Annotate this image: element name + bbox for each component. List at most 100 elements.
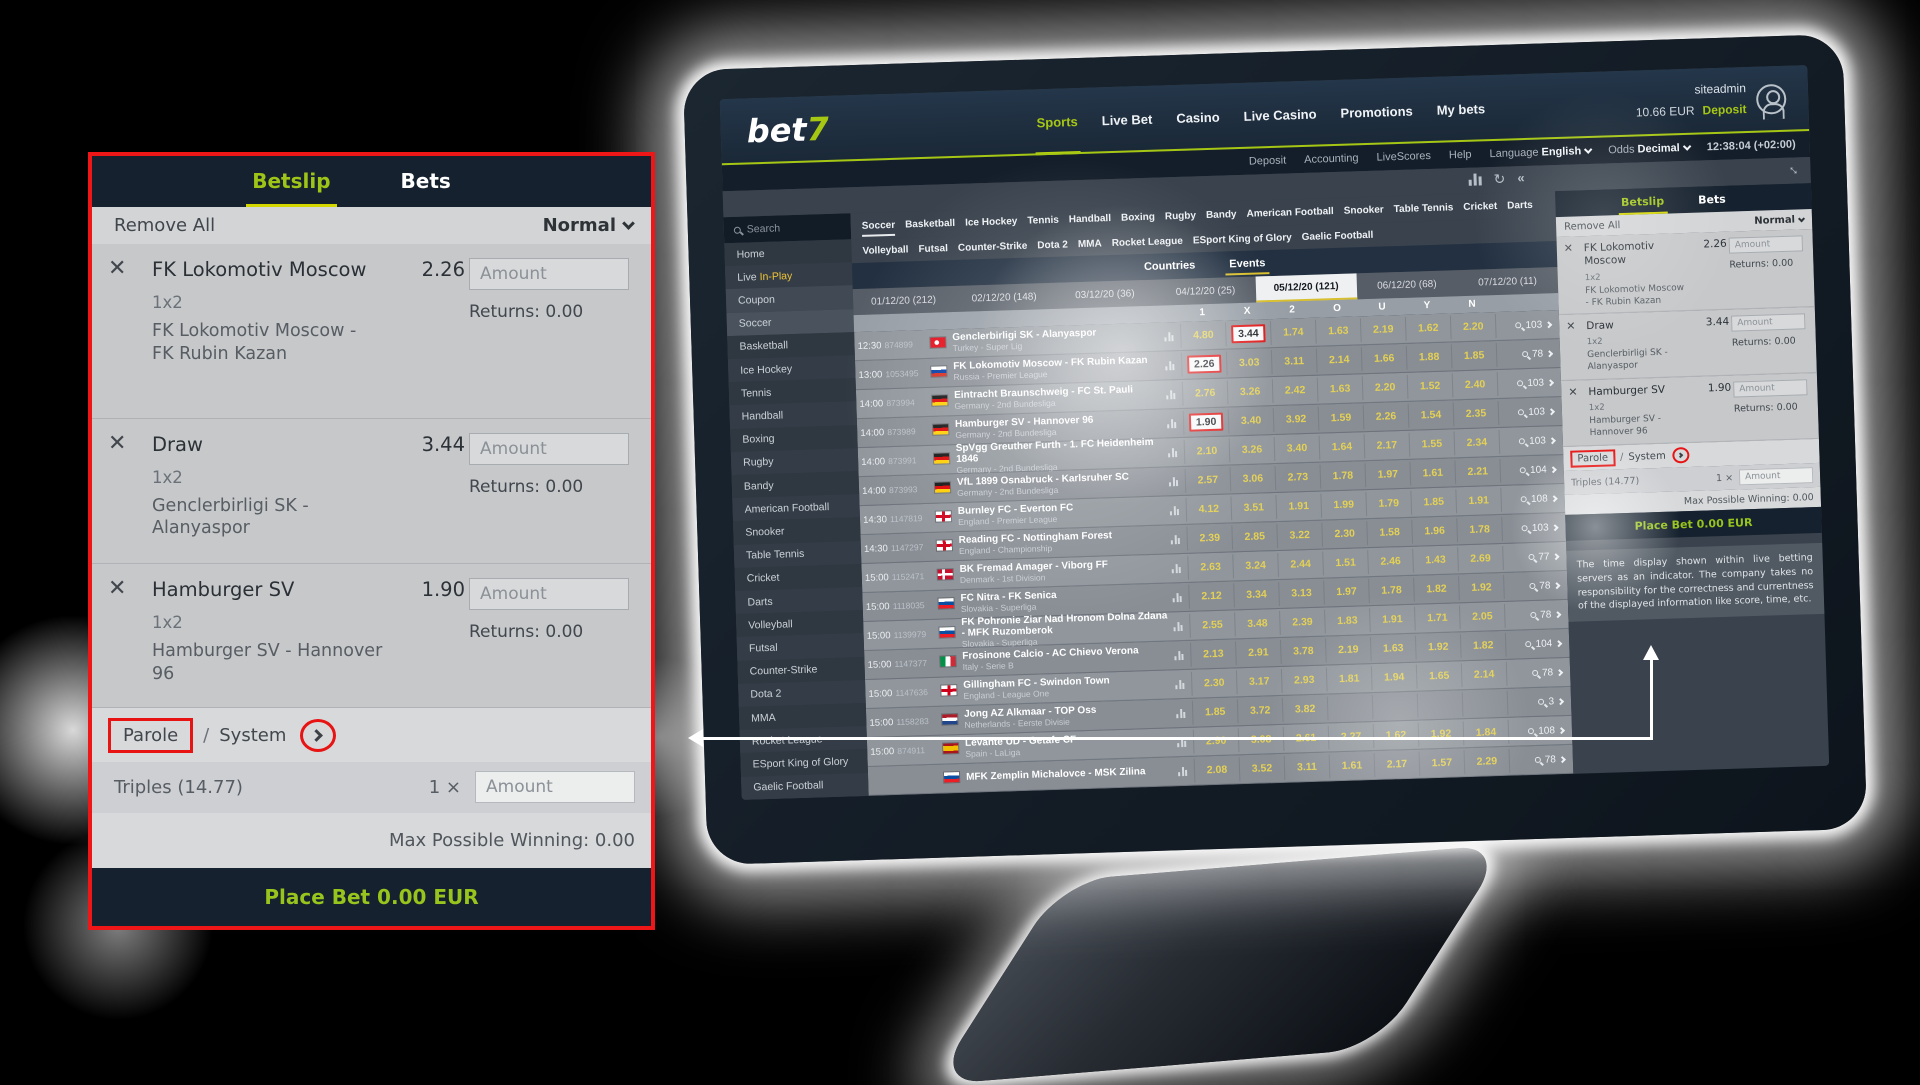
odds-cell[interactable]: 1.92 — [1458, 575, 1504, 600]
sport-tab-futsal[interactable]: Futsal — [913, 236, 953, 261]
sport-tab-american-football[interactable]: American Football — [1241, 198, 1339, 227]
odds-cell[interactable]: 3.26 — [1227, 379, 1273, 404]
odds-cell[interactable]: 3.03 — [1226, 350, 1272, 375]
market-count-button[interactable]: 77 — [1502, 544, 1567, 570]
odds-cell[interactable]: 1.97 — [1364, 462, 1410, 487]
odds-cell[interactable]: 2.46 — [1367, 549, 1413, 574]
odds-cell[interactable]: 1.63 — [1370, 636, 1416, 661]
odds-cell[interactable]: 2.69 — [1457, 546, 1503, 571]
odds-cell[interactable]: 1.91 — [1275, 494, 1321, 519]
odds-cell[interactable]: 2.90 — [1193, 728, 1239, 753]
tab-bets[interactable]: Bets — [395, 156, 457, 207]
odds-cell[interactable]: 1.78 — [1368, 578, 1414, 603]
deposit-link[interactable]: Deposit — [1702, 102, 1746, 117]
odds-cell[interactable]: 2.26 — [1363, 404, 1409, 429]
odds-cell[interactable]: 3.48 — [1234, 611, 1280, 636]
date-tab[interactable]: 05/12/20 (121) — [1255, 273, 1356, 302]
sport-tab-basketball[interactable]: Basketball — [900, 210, 961, 238]
odds-cell[interactable]: 1.84 — [1463, 720, 1509, 745]
remove-bet-icon[interactable]: ✕ — [108, 578, 148, 697]
amount-input[interactable] — [1729, 235, 1803, 253]
odds-selected[interactable]: 3.44 — [1231, 324, 1266, 343]
odds-cell[interactable]: 2.17 — [1364, 433, 1410, 458]
odds-cell[interactable]: 1.71 — [1414, 605, 1460, 630]
odds-cell[interactable]: 1.91 — [1455, 488, 1501, 513]
remove-bet-icon[interactable]: ✕ — [1564, 242, 1584, 310]
odds-cell[interactable]: 3.72 — [1237, 698, 1283, 723]
odds-cell[interactable]: 2.73 — [1275, 465, 1321, 490]
odds-cell[interactable]: 3.11 — [1271, 349, 1317, 374]
odds-cell[interactable]: 2.14 — [1316, 347, 1362, 372]
nav-item-casino[interactable]: Casino — [1165, 83, 1230, 151]
statistics-icon[interactable] — [1175, 679, 1191, 688]
market-count-button[interactable]: 103 — [1498, 428, 1563, 454]
market-count-button[interactable]: 103 — [1498, 399, 1563, 425]
subnav-help[interactable]: Help — [1449, 149, 1472, 162]
nav-item-sports[interactable]: Sports — [1026, 88, 1089, 156]
odds-cell[interactable]: 2.30 — [1191, 670, 1237, 695]
statistics-icon[interactable] — [1173, 621, 1189, 630]
sport-tab-cricket[interactable]: Cricket — [1458, 193, 1503, 220]
system-button[interactable]: System — [219, 725, 286, 746]
sport-tab-soccer[interactable]: Soccer — [856, 212, 900, 239]
statistics-icon[interactable] — [1178, 766, 1194, 775]
sport-tab-rugby[interactable]: Rugby — [1159, 202, 1201, 229]
remove-all-button[interactable]: Remove All — [114, 215, 215, 236]
statistics-icon[interactable] — [1168, 447, 1184, 456]
odds-cell[interactable]: 3.40 — [1228, 408, 1274, 433]
statistics-icon[interactable] — [1166, 389, 1182, 398]
sport-tab-counter-strike[interactable]: Counter-Strike — [953, 234, 1033, 260]
market-count-button[interactable]: 3 — [1507, 689, 1572, 715]
odds-cell[interactable]: 1.64 — [1319, 434, 1365, 459]
odds-cell[interactable]: 1.66 — [1361, 346, 1407, 371]
odds-cell[interactable]: 1.61 — [1409, 460, 1455, 485]
sport-tab-handball[interactable]: Handball — [1063, 205, 1116, 233]
market-count-button[interactable]: 78 — [1496, 341, 1561, 367]
odds-cell[interactable]: 3.44 — [1225, 321, 1271, 346]
remove-bet-icon[interactable]: ✕ — [108, 258, 148, 407]
odds-cell[interactable]: 1.43 — [1412, 547, 1458, 572]
odds-cell[interactable]: 2.19 — [1325, 637, 1371, 662]
odds-cell[interactable]: 1.94 — [1371, 665, 1417, 690]
nav-item-promotions[interactable]: Promotions — [1329, 77, 1423, 146]
date-tab[interactable]: 03/12/20 (36) — [1054, 280, 1155, 309]
odds-cell[interactable]: 1.78 — [1319, 463, 1365, 488]
odds-cell[interactable]: 2.39 — [1279, 610, 1325, 635]
odds-cell[interactable]: 2.13 — [1190, 641, 1236, 666]
statistics-icon[interactable] — [1169, 476, 1185, 485]
amount-input[interactable] — [469, 258, 629, 290]
date-tab[interactable]: 06/12/20 (68) — [1356, 270, 1457, 299]
remove-bet-icon[interactable]: ✕ — [1568, 386, 1588, 442]
odds-cell[interactable]: 2.08 — [1194, 757, 1240, 782]
odds-cell[interactable]: 1.92 — [1418, 721, 1464, 746]
odds-cell[interactable]: 3.13 — [1278, 581, 1324, 606]
odds-cell[interactable]: 2.93 — [1281, 668, 1327, 693]
odds-cell[interactable]: 3.78 — [1280, 639, 1326, 664]
odds-cell[interactable]: 1.81 — [1326, 666, 1372, 691]
odds-cell[interactable]: 2.76 — [1182, 380, 1228, 405]
market-count-button[interactable]: 108 — [1500, 486, 1565, 512]
statistics-icon[interactable] — [1170, 505, 1186, 514]
odds-cell[interactable]: 1.79 — [1365, 491, 1411, 516]
odds-cell[interactable]: 2.63 — [1187, 554, 1233, 579]
bet-mode-select[interactable]: Normal — [1754, 214, 1804, 227]
logo[interactable]: bet7 — [746, 108, 897, 151]
odds-cell[interactable] — [1417, 692, 1463, 717]
odds-cell[interactable]: 3.11 — [1284, 754, 1330, 779]
odds-cell[interactable]: 1.82 — [1413, 576, 1459, 601]
nav-item-live-bet[interactable]: Live Bet — [1091, 85, 1164, 153]
statistics-icon[interactable] — [1171, 534, 1187, 543]
odds-cell[interactable]: 1.62 — [1405, 315, 1451, 340]
odds-cell[interactable]: 2.42 — [1272, 378, 1318, 403]
odds-cell[interactable]: 1.99 — [1320, 492, 1366, 517]
market-count-button[interactable]: 103 — [1501, 515, 1566, 541]
odds-cell[interactable]: 1.82 — [1460, 633, 1506, 658]
odds-cell[interactable]: 1.88 — [1406, 344, 1452, 369]
view-tab-events[interactable]: Events — [1225, 250, 1270, 277]
sport-tab-volleyball[interactable]: Volleyball — [857, 237, 914, 263]
sport-tab-mma[interactable]: MMA — [1072, 231, 1107, 256]
subnav-livescores[interactable]: LiveScores — [1376, 150, 1431, 164]
parole-button[interactable]: Parole — [1570, 449, 1615, 467]
odds-cell[interactable]: 1.52 — [1407, 373, 1453, 398]
odds-cell[interactable]: 2.05 — [1459, 604, 1505, 629]
